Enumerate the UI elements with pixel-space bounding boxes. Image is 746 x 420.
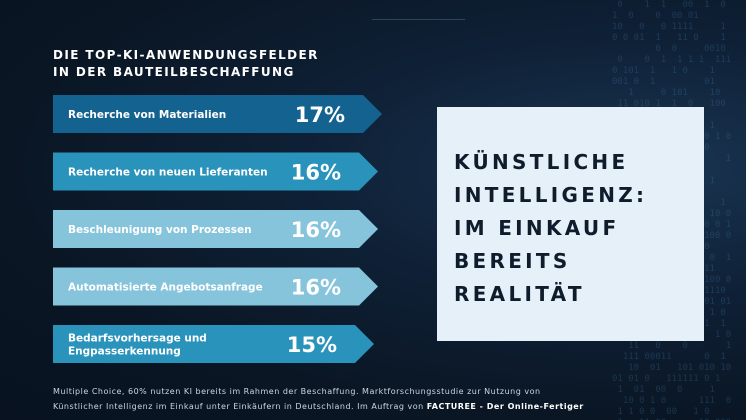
footnote-brand: FACTUREE - Der Online-Fertiger	[426, 402, 584, 411]
bar	[53, 325, 374, 363]
bar-row: Bedarfsvorhersage und Engpasserkennung 15%	[53, 325, 374, 363]
footnote-line-1: Multiple Choice, 60% nutzen KI bereits i…	[53, 387, 541, 396]
category-label: Recherche von Materialien	[68, 109, 226, 121]
callout-line-4: BEREITS	[454, 249, 571, 273]
heading-line-2: IN DER BAUTEILBESCHAFFUNG	[53, 65, 295, 79]
value-label: 17%	[295, 103, 345, 127]
footnote: Multiple Choice, 60% nutzen KI bereits i…	[53, 384, 743, 414]
callout-line-3: IM EINKAUF	[454, 216, 620, 240]
bar-row: Recherche von Materialien 17%	[53, 95, 382, 133]
bar-row: Automatisierte Angebotsanfrage 16%	[53, 267, 378, 306]
heading-line-1: DIE TOP-KI-ANWENDUNGSFELDER	[53, 48, 319, 62]
footnote-line-2: Künstlicher Intelligenz im Einkauf unter…	[53, 399, 743, 414]
category-label: Beschleunigung von Prozessen	[68, 224, 252, 236]
value-label: 16%	[291, 276, 341, 300]
bar-row: Beschleunigung von Prozessen 16%	[53, 210, 378, 248]
chart-heading: DIE TOP-KI-ANWENDUNGSFELDER IN DER BAUTE…	[53, 47, 319, 81]
bar	[53, 95, 382, 133]
value-label: 15%	[287, 333, 337, 357]
bar-row: Recherche von neuen Lieferanten 16%	[53, 152, 378, 191]
bar	[53, 210, 378, 248]
callout-box: KÜNSTLICHE INTELLIGENZ: IM EINKAUF BEREI…	[437, 107, 704, 341]
callout-line-1: KÜNSTLICHE	[454, 150, 629, 174]
footnote-line-2-text: Künstlicher Intelligenz im Einkauf unter…	[53, 402, 427, 411]
category-label: Bedarfsvorhersage und Engpasserkennung	[68, 333, 207, 358]
value-label: 16%	[291, 218, 341, 242]
top-divider	[372, 19, 465, 20]
bar	[53, 267, 378, 306]
callout-line-5: REALITÄT	[454, 282, 585, 306]
value-label: 16%	[291, 161, 341, 185]
bar	[53, 152, 378, 191]
category-label: Automatisierte Angebotsanfrage	[68, 282, 263, 294]
callout-line-2: INTELLIGENZ:	[454, 183, 648, 207]
category-label: Recherche von neuen Lieferanten	[68, 167, 268, 179]
